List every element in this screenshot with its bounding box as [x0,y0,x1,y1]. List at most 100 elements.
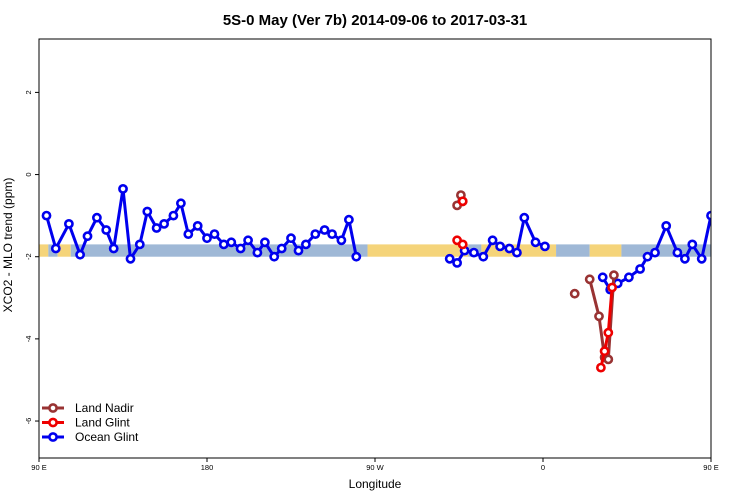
ocean-glint-point [310,229,321,239]
ocean-glint-point [159,218,169,229]
land-glint-point [457,239,468,250]
ocean-glint-point [183,229,194,239]
ocean-glint-point [680,253,690,264]
ocean-glint-point [41,210,52,221]
ocean-glint-point [650,247,660,258]
land-nadir-series [452,190,619,365]
ocean-glint-point [235,243,246,254]
ocean-glint-point [300,239,311,250]
ocean-glint-point [452,257,462,268]
x-tick-label: 0 [541,463,545,472]
y-tick-label: -6 [24,418,33,425]
legend-marker [48,403,58,413]
land-nadir-point [609,270,619,281]
land-nadir-point [569,288,580,299]
land-glint-point [457,196,468,207]
reference-band-segment [70,244,368,257]
x-tick-label: 180 [201,463,214,472]
ocean-glint-point [478,251,489,262]
ocean-glint-point [444,253,455,264]
y-tick-label: -2 [24,253,33,260]
ocean-glint-point [293,245,304,256]
chart-title: 5S-0 May (Ver 7b) 2014-09-06 to 2017-03-… [223,12,527,29]
legend-label: Land Nadir [75,401,134,415]
land-nadir-point [594,311,604,322]
ocean-glint-point [118,183,128,194]
ocean-glint-point [661,220,672,231]
ocean-glint-point [202,233,212,244]
reference-band-segment [39,244,49,257]
land-glint-line [599,287,614,368]
ocean-glint-point [92,212,102,223]
ocean-glint-point [635,264,645,274]
ocean-glint-point [125,253,136,264]
ocean-glint-point [209,229,220,239]
ocean-glint-point [101,225,112,235]
ocean-glint-point [336,235,347,246]
ocean-glint-point [540,241,550,252]
ocean-glint-point [327,229,337,239]
ocean-glint-point [519,212,530,223]
x-tick-label: 90 E [31,463,46,472]
ocean-glint-point [597,272,608,283]
ocean-glint-point [468,247,479,258]
legend-marker [48,417,58,428]
ocean-glint-point [82,231,93,242]
ocean-glint-point [495,241,505,252]
y-axis-label: XCO2 - MLO trend (ppm) [1,178,15,313]
land-nadir-point [603,354,614,365]
x-tick-label: 90 W [366,463,384,472]
ocean-glint-point [192,220,203,231]
ocean-glint-point [672,247,683,258]
ocean-glint-series [41,183,711,295]
land-glint-point [599,346,610,357]
ocean-glint-point [530,237,541,248]
x-tick-label: 90 E [703,463,718,472]
ocean-glint-point [696,253,707,264]
ocean-glint-point [218,239,229,250]
ocean-glint-point [504,243,515,254]
legend-label: Ocean Glint [75,430,139,444]
ocean-glint-point [142,206,153,217]
land-glint-point [596,362,606,373]
ocean-glint-point [259,237,270,248]
ocean-glint-point [252,247,263,258]
ocean-glint-point [75,249,85,260]
ocean-glint-point [175,198,186,209]
y-tick-label: -4 [24,336,33,343]
ocean-glint-point [512,247,522,258]
ocean-glint-point [269,251,280,262]
y-tick-label: 2 [24,90,33,94]
ocean-glint-point [151,223,162,233]
reference-band-segment [367,244,469,257]
ocean-glint-point [343,214,354,225]
land-nadir-point [584,274,595,285]
legend-marker [48,432,58,442]
ocean-glint-point [319,225,330,235]
ocean-glint-point [243,235,253,246]
y-tick-label: 0 [24,172,33,176]
land-glint-series [452,196,617,373]
ocean-glint-point [487,235,498,246]
ocean-glint-point [168,210,179,221]
x-axis-label: Longitude [349,477,402,491]
ocean-glint-point [351,251,362,262]
land-glint-point [603,327,614,338]
ocean-glint-point [687,239,698,250]
legend-label: Land Glint [75,416,130,430]
ocean-glint-point [624,272,634,283]
reference-band-segment [556,244,590,257]
ocean-glint-point [108,243,119,254]
reference-band-segment [589,244,622,257]
ocean-glint-point [642,251,653,262]
ocean-glint-point [50,243,61,254]
reference-band-segment [57,244,71,257]
ocean-glint-point [64,218,74,229]
ocean-glint-point [706,210,711,221]
land-glint-point [607,282,617,293]
ocean-glint-point [226,237,237,248]
ocean-glint-point [276,243,287,254]
ocean-glint-point [134,239,145,250]
